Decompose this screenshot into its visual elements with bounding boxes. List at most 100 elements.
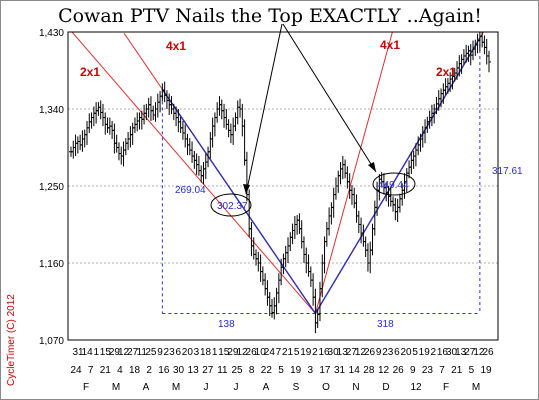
x-tick-label: 5 (294, 347, 300, 358)
x-tick-label: 9 (157, 347, 163, 358)
x-tick-label: 13 (337, 347, 349, 358)
x-tick-label-row2: 4 (117, 365, 123, 376)
x-tick-label: 12 (236, 347, 248, 358)
x-tick-label: 10 (255, 347, 267, 358)
x-tick-label-row2: 30 (173, 365, 185, 376)
x-tick-label: 5 (412, 347, 418, 358)
x-tick-label-row2: 19 (290, 365, 302, 376)
fan-2-ellipse (372, 172, 416, 196)
fan-left-2x1-label: 2x1 (80, 65, 100, 79)
x-tick-label-row2: 2 (146, 365, 152, 376)
x-tick-label: 26 (246, 347, 258, 358)
fan-1-ellipse (210, 193, 252, 217)
x-tick-label: 26 (364, 347, 376, 358)
x-tick-label-row2: 31 (334, 365, 346, 376)
y-tick-label: 1,160 (39, 259, 64, 270)
y-tick-label: 1,070 (39, 336, 64, 347)
x-tick-label-row2: 14 (349, 365, 361, 376)
x-month-label: J (204, 382, 209, 393)
x-tick-label-row2: 12 (378, 365, 390, 376)
title-arrowhead-2 (368, 162, 376, 172)
x-tick-label: 12 (355, 347, 367, 358)
x-tick-label: 23 (164, 347, 176, 358)
fan-left-2x1-line (71, 32, 316, 314)
fan-2-label: 449.44 (378, 180, 409, 191)
x-tick-label: 15 (218, 347, 230, 358)
x-month-label: F (83, 382, 89, 393)
y-tick-label: 1,340 (39, 105, 64, 116)
x-tick-label: 7 (276, 347, 282, 358)
x-tick-label: 29 (227, 347, 239, 358)
x-tick-label: 30 (446, 347, 458, 358)
x-tick-label: 29 (109, 347, 121, 358)
x-tick-label: 27 (346, 347, 358, 358)
x-tick-label: 25 (145, 347, 157, 358)
fan-lines (71, 32, 485, 314)
x-tick-label: 23 (382, 347, 394, 358)
x-tick-label: 6 (175, 347, 181, 358)
x-tick-label: 27 (127, 347, 139, 358)
x-tick-label: 13 (455, 347, 467, 358)
x-tick-label-row2: 13 (188, 365, 200, 376)
x-month-label: A (143, 382, 150, 393)
x-month-label: M (472, 382, 480, 393)
x-tick-label-row2: 23 (422, 365, 434, 376)
x-tick-label-row2: 19 (480, 365, 492, 376)
price-series (69, 32, 491, 334)
measurement-box (161, 37, 481, 314)
x-tick-label: 2 (312, 347, 318, 358)
x-tick-label: 12 (473, 347, 485, 358)
x-month-label: O (322, 382, 330, 393)
y-tick-label: 1,430 (39, 28, 64, 39)
fan-right-4x1-label: 4x1 (380, 38, 400, 52)
x-month-label: D (382, 382, 389, 393)
x-tick-label: 2 (431, 347, 437, 358)
y-tick-label: 1,250 (39, 182, 64, 193)
x-month-label: J (234, 382, 239, 393)
x-month-label: N (352, 382, 359, 393)
x-month-label: S (293, 382, 300, 393)
copyright-label: CycleTimer (C) 2012 (6, 294, 17, 386)
fan-1-label: 302.37 (217, 201, 248, 212)
x-tick-label: 16 (437, 347, 449, 358)
x-tick-label: 15 (100, 347, 112, 358)
x-month-label: F (443, 382, 449, 393)
x-tick-label: 18 (200, 347, 212, 358)
x-tick-label: 14 (82, 347, 94, 358)
annotations: 2x1 4x1 4x1 2x1 269.04 317.61 138 318 30… (80, 23, 523, 330)
x-month-label: M (172, 382, 180, 393)
points-before-label: 269.04 (175, 185, 206, 196)
gridlines (68, 31, 498, 341)
x-tick-label: 16 (318, 347, 330, 358)
x-tick-label: 20 (400, 347, 412, 358)
x-tick-label-row2: 27 (202, 365, 214, 376)
x-tick-label-row2: 21 (451, 365, 463, 376)
x-tick-label-row2: 5 (469, 365, 475, 376)
x-tick-label-row2: 28 (363, 365, 375, 376)
x-tick-label-row2: 24 (70, 365, 82, 376)
x-tick-label-row2: 3 (308, 365, 314, 376)
x-tick-label: 19 (300, 347, 312, 358)
x-tick-label: 11 (137, 347, 148, 358)
fan-left-4x1-label: 4x1 (166, 39, 186, 53)
x-tick-label: 9 (376, 347, 382, 358)
x-month-label: M (112, 382, 120, 393)
x-tick-label: 30 (328, 347, 340, 358)
x-tick-label-row2: 7 (439, 365, 445, 376)
x-tick-label-row2: 18 (129, 365, 141, 376)
x-tick-label-row2: 25 (232, 365, 244, 376)
x-tick-label-row2: 11 (217, 365, 228, 376)
x-tick-label-row2: 8 (249, 365, 255, 376)
title-arrowhead-1 (243, 184, 250, 194)
x-tick-label: 21 (282, 347, 294, 358)
x-tick-label: 19 (419, 347, 431, 358)
title-arrow-1 (245, 23, 283, 195)
x-tick-label: 27 (464, 347, 476, 358)
bars-after-label: 318 (377, 319, 394, 330)
x-tick-label-row2: 17 (319, 365, 331, 376)
x-tick-label: 20 (182, 347, 194, 358)
x-tick-label: 6 (394, 347, 400, 358)
